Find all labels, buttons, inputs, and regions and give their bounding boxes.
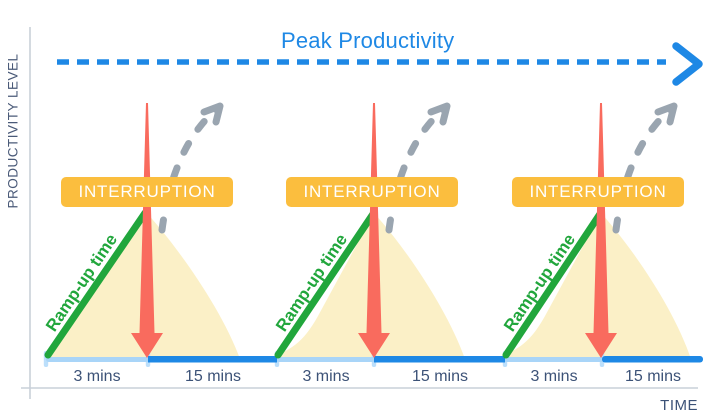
- projected-growth-arrow-2: [385, 102, 451, 234]
- interruption-spike-arrow-1: [131, 103, 163, 358]
- peak-productivity-label: Peak Productivity: [281, 28, 455, 53]
- productivity-curve-3: [493, 213, 691, 359]
- interruption-badge-1: INTERRUPTION: [61, 177, 233, 207]
- peak-productivity-arrowhead: [672, 42, 703, 86]
- y-axis-label: PRODUCTIVITY LEVEL: [5, 53, 21, 209]
- projected-growth-arrowhead: [654, 102, 678, 126]
- projected-growth-arrowhead: [427, 102, 451, 126]
- interruption-badge-label: INTERRUPTION: [529, 182, 667, 201]
- segment-duration-label: 3 mins: [73, 368, 121, 385]
- segment-duration-label: 15 mins: [184, 368, 242, 385]
- timeline-bar-15min-3: [602, 356, 703, 363]
- interruption-badge-label: INTERRUPTION: [78, 182, 216, 201]
- rampup-line-1: [44, 209, 149, 359]
- interruption-spike-arrow-3: [585, 103, 617, 358]
- projected-growth-dashes: [158, 103, 223, 234]
- projected-growth-arrow-1: [158, 102, 224, 234]
- segment-duration-label: 15 mins: [411, 368, 469, 385]
- interruption-badge-label: INTERRUPTION: [303, 182, 441, 201]
- projected-growth-arrowhead: [200, 102, 224, 126]
- projected-growth-dashes: [612, 103, 677, 234]
- projected-growth-dashes: [385, 103, 450, 234]
- timeline-bar-15min-2: [374, 356, 505, 363]
- x-axis-label: TIME: [660, 397, 698, 414]
- interruption-badge-3: INTERRUPTION: [512, 177, 684, 207]
- segment-duration-label: 15 mins: [624, 368, 682, 385]
- interruption-badge-2: INTERRUPTION: [286, 177, 458, 207]
- segment-duration-label: 3 mins: [530, 368, 578, 385]
- timeline-bar-15min-1: [148, 356, 277, 363]
- projected-growth-arrow-3: [612, 102, 678, 234]
- segment-duration-label: 3 mins: [302, 368, 350, 385]
- productivity-curve-2: [266, 213, 465, 359]
- rampup-line-3: [502, 210, 604, 359]
- rampup-line-2: [274, 210, 377, 359]
- interruption-spike-arrow-2: [358, 103, 390, 358]
